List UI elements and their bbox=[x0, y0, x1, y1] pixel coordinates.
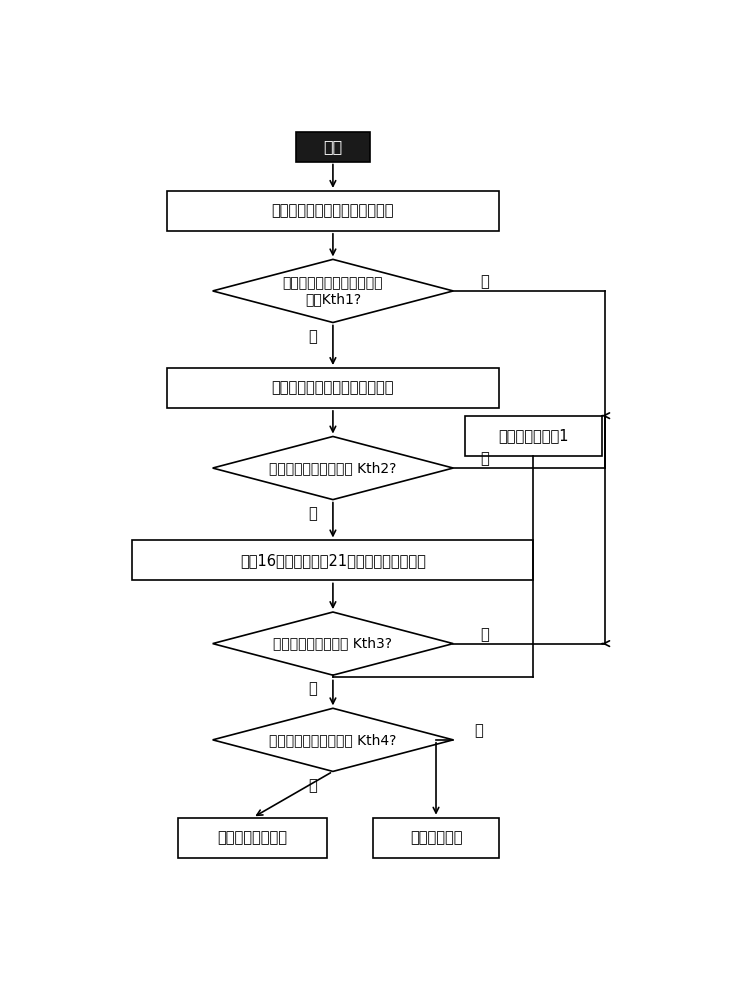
Text: 是: 是 bbox=[480, 451, 489, 466]
Text: 是: 是 bbox=[480, 627, 489, 642]
Text: 计算设定时间段内的转速平均値: 计算设定时间段内的转速平均値 bbox=[272, 203, 394, 218]
Bar bbox=[132, 540, 534, 580]
Polygon shape bbox=[213, 708, 453, 771]
Text: 该偏差値大于或等于 Kth3?: 该偏差値大于或等于 Kth3? bbox=[273, 637, 392, 651]
Text: 计算16位粗机角度和21位耦合角度间的偏差: 计算16位粗机角度和21位耦合角度间的偏差 bbox=[240, 553, 426, 568]
Bar bbox=[296, 132, 370, 162]
Polygon shape bbox=[213, 259, 453, 323]
Text: 进入安全模式: 进入安全模式 bbox=[409, 830, 463, 845]
Bar bbox=[167, 368, 499, 408]
Text: 否: 否 bbox=[308, 778, 317, 793]
Text: 是: 是 bbox=[480, 274, 489, 289]
Text: 判据打分値大于或等于 Kth4?: 判据打分値大于或等于 Kth4? bbox=[269, 733, 397, 747]
Polygon shape bbox=[213, 612, 453, 675]
Text: 否: 否 bbox=[308, 682, 317, 697]
Text: 开始: 开始 bbox=[323, 139, 343, 154]
Polygon shape bbox=[213, 436, 453, 500]
Bar bbox=[167, 191, 499, 231]
Text: 设定时间段内的转速平均値
大于Kth1?: 设定时间段内的转速平均値 大于Kth1? bbox=[283, 276, 383, 306]
Text: 否: 否 bbox=[308, 506, 317, 521]
Text: 判据打分値自加1: 判据打分値自加1 bbox=[498, 428, 568, 443]
Text: 进入正常工作模式: 进入正常工作模式 bbox=[218, 830, 287, 845]
Bar bbox=[465, 416, 602, 456]
Bar bbox=[178, 818, 327, 858]
Bar bbox=[373, 818, 499, 858]
Text: 该角度增量大于或等于 Kth2?: 该角度增量大于或等于 Kth2? bbox=[269, 461, 397, 475]
Text: 是: 是 bbox=[474, 723, 483, 738]
Text: 否: 否 bbox=[308, 329, 317, 344]
Text: 计算一个控制周期内的角度增量: 计算一个控制周期内的角度增量 bbox=[272, 380, 394, 395]
